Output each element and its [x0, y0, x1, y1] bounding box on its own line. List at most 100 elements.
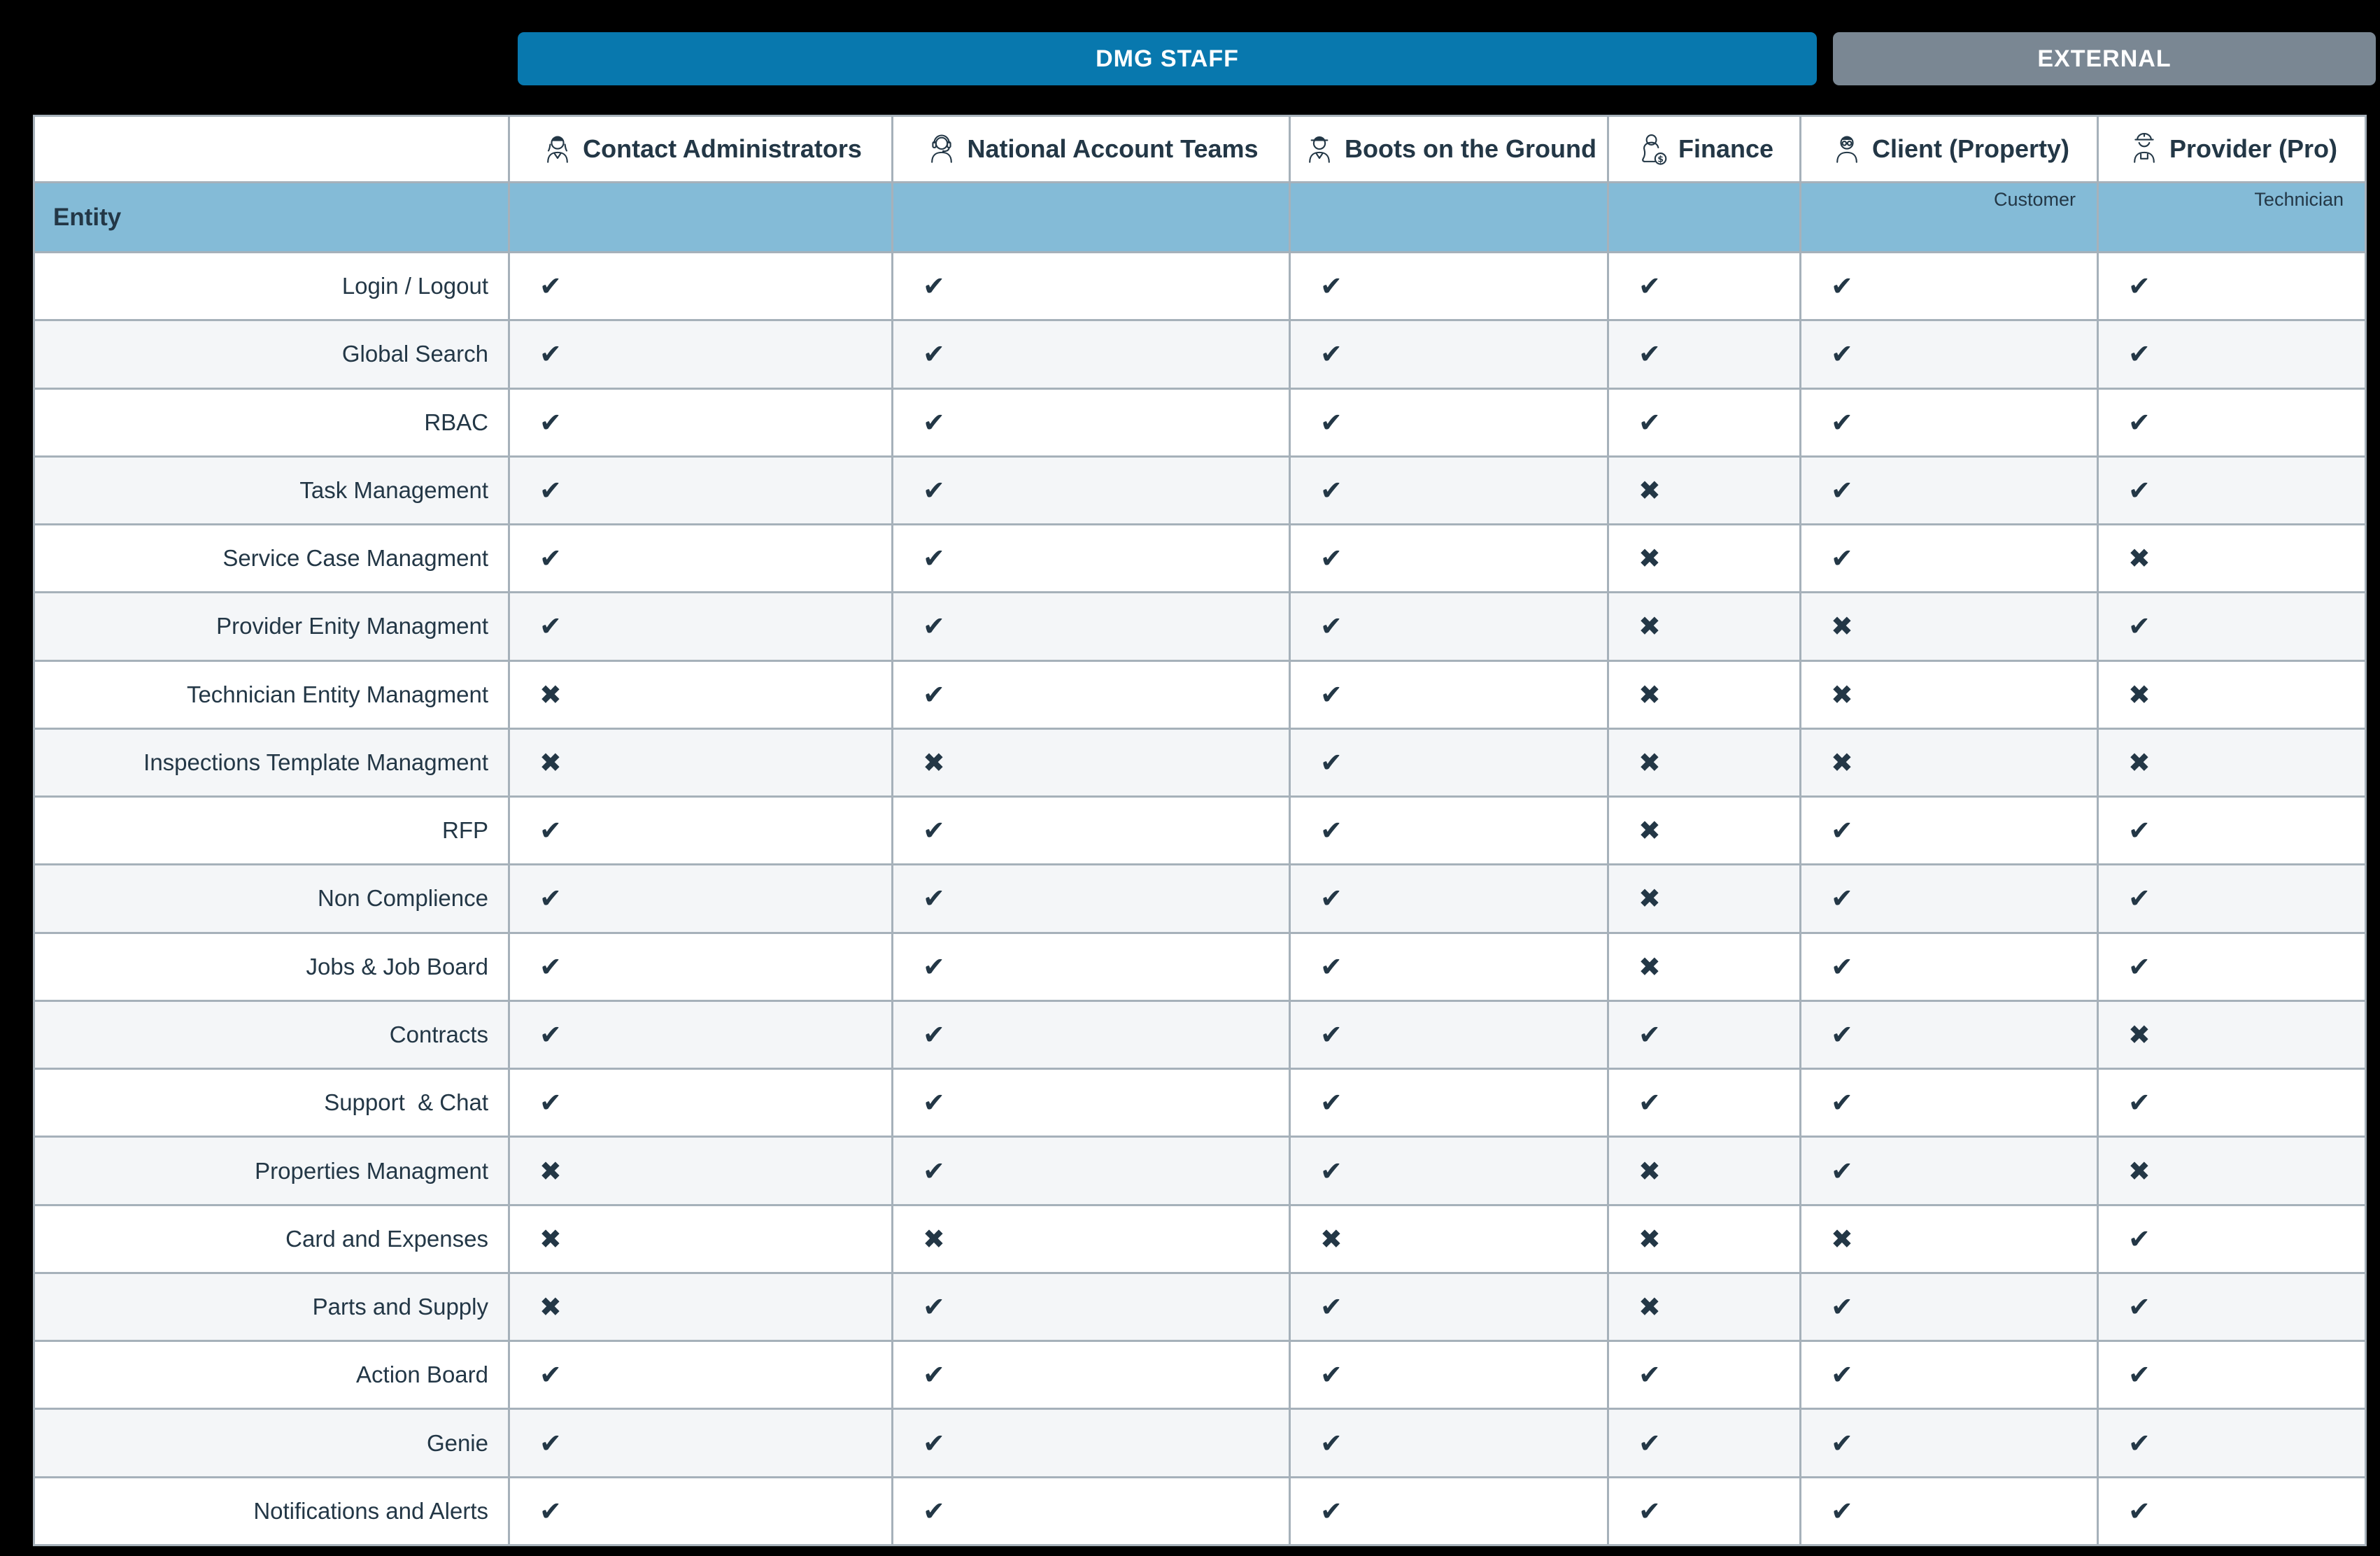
check-mark-icon: ✔	[1831, 1427, 1853, 1459]
access-cell-notifications-and-alerts-finance: ✔	[1609, 1478, 1799, 1544]
column-header-label: Contact Administrators	[583, 134, 862, 163]
cross-mark-icon: ✖	[923, 1223, 945, 1254]
access-cell-genie-contact-administrators: ✔	[510, 1410, 891, 1476]
column-header-label: Finance	[1678, 134, 1774, 163]
access-cell-global-search-finance: ✔	[1609, 321, 1799, 388]
cross-mark-icon: ✖	[2128, 543, 2151, 574]
check-mark-icon: ✔	[1320, 543, 1343, 574]
entity-subheader-finance	[1609, 183, 1799, 251]
row-label-non-complience: Non Complience	[35, 865, 508, 932]
tab-dmg-staff[interactable]: DMG STAFF	[518, 32, 1817, 85]
check-mark-icon: ✔	[539, 883, 562, 914]
check-mark-icon: ✔	[1638, 1087, 1661, 1119]
row-label: Service Case Managment	[222, 545, 488, 572]
row-label: Properties Managment	[255, 1157, 488, 1184]
column-header-label: Client (Property)	[1871, 134, 2070, 163]
check-mark-icon: ✔	[1320, 611, 1343, 642]
cross-mark-icon: ✖	[1638, 1292, 1661, 1323]
access-cell-jobs-job-board-national-account-teams: ✔	[893, 933, 1289, 1000]
check-mark-icon: ✔	[1831, 951, 1853, 982]
cross-mark-icon: ✖	[539, 1223, 562, 1254]
access-cell-contracts-boots-on-the-ground: ✔	[1291, 1001, 1607, 1068]
check-mark-icon: ✔	[1831, 474, 1853, 506]
access-cell-technician-entity-managment-contact-administrators: ✖	[510, 661, 891, 728]
access-cell-inspections-template-managment-client-property: ✖	[1801, 729, 2097, 796]
cross-mark-icon: ✖	[2128, 1155, 2151, 1187]
cross-mark-icon: ✖	[1638, 951, 1661, 982]
cross-mark-icon: ✖	[1638, 679, 1661, 710]
check-mark-icon: ✔	[923, 679, 945, 710]
check-mark-icon: ✔	[923, 815, 945, 847]
row-label: Task Management	[299, 476, 488, 503]
row-label: Card and Expenses	[285, 1225, 488, 1252]
access-cell-non-complience-client-property: ✔	[1801, 865, 2097, 932]
access-cell-global-search-boots-on-the-ground: ✔	[1291, 321, 1607, 388]
row-label-global-search: Global Search	[35, 321, 508, 388]
row-label-notifications-and-alerts: Notifications and Alerts	[35, 1478, 508, 1544]
access-cell-support-chat-client-property: ✔	[1801, 1070, 2097, 1136]
access-cell-parts-and-supply-finance: ✖	[1609, 1273, 1799, 1341]
cross-mark-icon: ✖	[1831, 611, 1853, 642]
check-mark-icon: ✔	[2128, 1087, 2151, 1119]
check-mark-icon: ✔	[1320, 679, 1343, 710]
check-mark-icon: ✔	[2128, 951, 2151, 982]
permissions-matrix-table: Contact Administrators National Account T…	[33, 115, 2367, 1546]
check-mark-icon: ✔	[923, 1495, 945, 1527]
access-cell-jobs-job-board-client-property: ✔	[1801, 933, 2097, 1000]
access-cell-parts-and-supply-contact-administrators: ✖	[510, 1273, 891, 1341]
check-mark-icon: ✔	[1320, 1087, 1343, 1119]
client-man-icon	[1829, 131, 1865, 167]
access-cell-global-search-national-account-teams: ✔	[893, 321, 1289, 388]
construction-worker-icon	[2126, 131, 2162, 167]
access-cell-technician-entity-managment-boots-on-the-ground: ✔	[1291, 661, 1607, 728]
access-cell-rfp-finance: ✖	[1609, 798, 1799, 864]
check-mark-icon: ✔	[1831, 1019, 1853, 1051]
tab-external[interactable]: EXTERNAL	[1833, 32, 2376, 85]
access-cell-contracts-client-property: ✔	[1801, 1001, 2097, 1068]
check-mark-icon: ✔	[1320, 1292, 1343, 1323]
check-mark-icon: ✔	[923, 1427, 945, 1459]
office-woman-icon	[539, 131, 576, 167]
row-label-provider-enity-managment: Provider Enity Managment	[35, 593, 508, 660]
access-cell-service-case-managment-client-property: ✔	[1801, 525, 2097, 592]
row-label-parts-and-supply: Parts and Supply	[35, 1273, 508, 1341]
entity-subheader-national-account-teams	[893, 183, 1289, 251]
check-mark-icon: ✔	[1831, 1292, 1853, 1323]
check-mark-icon: ✔	[2128, 1427, 2151, 1459]
check-mark-icon: ✔	[1831, 543, 1853, 574]
check-mark-icon: ✔	[2128, 1223, 2151, 1254]
check-mark-icon: ✔	[923, 406, 945, 438]
finance-person-icon: $	[1635, 131, 1671, 167]
check-mark-icon: ✔	[923, 611, 945, 642]
cross-mark-icon: ✖	[1638, 883, 1661, 914]
access-cell-provider-enity-managment-finance: ✖	[1609, 593, 1799, 660]
access-cell-support-chat-provider-pro: ✔	[2099, 1070, 2365, 1136]
check-mark-icon: ✔	[539, 951, 562, 982]
access-cell-rbac-provider-pro: ✔	[2099, 389, 2365, 455]
check-mark-icon: ✔	[2128, 815, 2151, 847]
access-cell-inspections-template-managment-provider-pro: ✖	[2099, 729, 2365, 796]
cross-mark-icon: ✖	[1638, 747, 1661, 778]
access-cell-task-management-finance: ✖	[1609, 457, 1799, 524]
row-label: Inspections Template Managment	[143, 749, 488, 775]
access-cell-provider-enity-managment-provider-pro: ✔	[2099, 593, 2365, 660]
row-label: Genie	[426, 1429, 488, 1456]
access-cell-action-board-provider-pro: ✔	[2099, 1342, 2365, 1408]
row-label: Action Board	[356, 1362, 488, 1388]
access-cell-login-logout-finance: ✔	[1609, 253, 1799, 320]
row-label-card-and-expenses: Card and Expenses	[35, 1205, 508, 1272]
access-cell-technician-entity-managment-client-property: ✖	[1801, 661, 2097, 728]
access-cell-global-search-client-property: ✔	[1801, 321, 2097, 388]
access-cell-rbac-client-property: ✔	[1801, 389, 2097, 455]
access-cell-action-board-client-property: ✔	[1801, 1342, 2097, 1408]
cross-mark-icon: ✖	[539, 1155, 562, 1187]
check-mark-icon: ✔	[539, 474, 562, 506]
check-mark-icon: ✔	[923, 1087, 945, 1119]
check-mark-icon: ✔	[1638, 1495, 1661, 1527]
access-cell-inspections-template-managment-contact-administrators: ✖	[510, 729, 891, 796]
access-cell-inspections-template-managment-boots-on-the-ground: ✔	[1291, 729, 1607, 796]
access-cell-global-search-provider-pro: ✔	[2099, 321, 2365, 388]
row-label: Non Complience	[318, 885, 488, 912]
cross-mark-icon: ✖	[1638, 815, 1661, 847]
access-cell-global-search-contact-administrators: ✔	[510, 321, 891, 388]
